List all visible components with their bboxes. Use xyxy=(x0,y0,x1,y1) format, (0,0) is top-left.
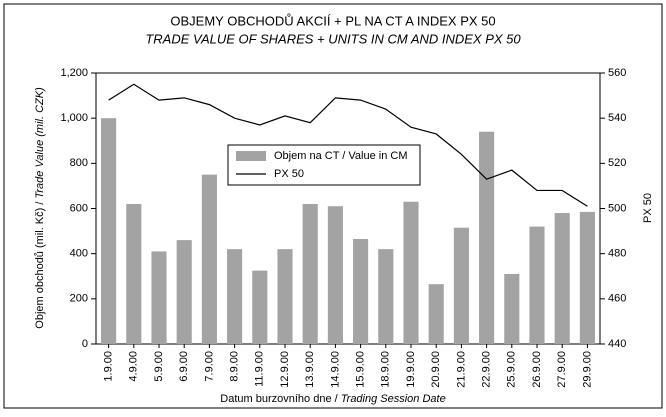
x-tick-label: 22.9.00 xyxy=(481,351,493,388)
bar xyxy=(201,174,217,344)
x-tick-label: 21.9.00 xyxy=(455,351,467,388)
x-tick-label: 29.9.00 xyxy=(581,351,593,388)
bar xyxy=(353,238,369,344)
x-tick-label: 11.9.00 xyxy=(254,351,266,387)
y2-tick-label: 440 xyxy=(608,338,626,350)
x-tick-label: 1.9.00 xyxy=(103,351,115,382)
chart-title: OBJEMY OBCHODŮ AKCIÍ + PL NA CT A INDEX … xyxy=(170,13,495,28)
y-tick-label: 600 xyxy=(70,202,88,214)
x-tick-label: 8.9.00 xyxy=(229,351,241,382)
bar xyxy=(176,240,192,344)
y2-tick-label: 480 xyxy=(608,248,626,260)
x-tick-label: 19.9.00 xyxy=(405,351,417,388)
y-tick-label: 400 xyxy=(70,248,88,260)
bar xyxy=(277,249,293,344)
x-tick-label: 13.9.00 xyxy=(304,351,316,388)
y2-axis-label: PX 50 xyxy=(642,193,654,223)
x-tick-label: 7.9.00 xyxy=(203,351,215,382)
y-label-cs: Objem obchodů (mil. Kč) / xyxy=(34,201,46,329)
bar xyxy=(504,273,520,344)
y2-tick-label: 460 xyxy=(608,293,626,305)
bar xyxy=(327,206,343,344)
bar xyxy=(529,226,545,344)
y2-tick-label: 540 xyxy=(608,112,626,124)
bar xyxy=(428,284,444,344)
x-tick-label: 18.9.00 xyxy=(380,351,392,388)
x-tick-label: 12.9.00 xyxy=(279,351,291,388)
y2-tick-label: 560 xyxy=(608,67,626,79)
x-label-en: Trading Session Date xyxy=(341,393,446,405)
x-axis-label: Datum burzovního dne / Trading Session D… xyxy=(220,393,445,405)
x-tick-label: 20.9.00 xyxy=(430,351,442,388)
y-tick-label: 0 xyxy=(82,338,88,350)
y2-tick-label: 500 xyxy=(608,202,626,214)
x-tick-label: 14.9.00 xyxy=(329,351,341,388)
bar xyxy=(126,203,142,344)
bar xyxy=(378,249,394,344)
y-tick-label: 800 xyxy=(70,157,88,169)
bar xyxy=(227,249,243,344)
bar xyxy=(302,203,318,344)
x-tick-label: 26.9.00 xyxy=(531,351,543,388)
line xyxy=(108,83,588,207)
y-axis-label: Objem obchodů (mil. Kč) / Trade Value (m… xyxy=(34,87,46,329)
x-label-cs: Datum burzovního dne / xyxy=(220,393,338,405)
legend-label: PX 50 xyxy=(274,168,304,180)
x-tick-label: 25.9.00 xyxy=(506,351,518,388)
y-label-en: Trade Value (mil. CZK) xyxy=(34,87,46,199)
x-tick-label: 15.9.00 xyxy=(355,351,367,388)
bar xyxy=(453,227,469,344)
bar xyxy=(579,211,595,344)
bar xyxy=(479,131,495,344)
bar xyxy=(101,118,117,345)
x-tick-label: 5.9.00 xyxy=(153,351,165,382)
y-tick-label: 1,000 xyxy=(60,112,88,124)
y2-tick-label: 520 xyxy=(608,157,626,169)
bar xyxy=(403,201,419,344)
legend-label: Objem na CT / Value in CM xyxy=(274,150,407,162)
bar xyxy=(554,213,570,344)
x-tick-label: 4.9.00 xyxy=(128,351,140,382)
x-tick-label: 6.9.00 xyxy=(178,351,190,382)
legend-swatch xyxy=(236,151,266,161)
bar xyxy=(151,251,167,344)
chart-subtitle: TRADE VALUE OF SHARES + UNITS IN CM AND … xyxy=(145,31,521,46)
x-tick-label: 27.9.00 xyxy=(556,351,568,388)
bar xyxy=(252,270,268,344)
y-tick-label: 200 xyxy=(70,293,88,305)
y-tick-label: 1,200 xyxy=(60,67,88,79)
